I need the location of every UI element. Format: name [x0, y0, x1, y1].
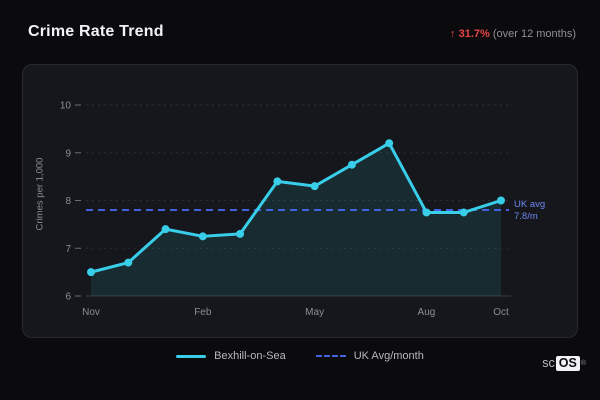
logo-boxed-text: OS	[555, 356, 580, 371]
svg-text:Nov: Nov	[82, 307, 100, 318]
trend-up-arrow-icon: ↑	[450, 28, 456, 40]
chart-legend: Bexhill-on-Sea UK Avg/month	[0, 350, 600, 362]
chart-panel: 10 9 8 7 6 Nov Feb May Aug Oct UK avg 7.8/m	[22, 64, 578, 338]
svg-text:9: 9	[65, 148, 71, 159]
page-title: Crime Rate Trend	[28, 23, 164, 40]
legend-item-bexhill[interactable]: Bexhill-on-Sea	[176, 350, 286, 362]
svg-text:6: 6	[65, 292, 71, 303]
data-points	[87, 139, 505, 277]
svg-text:Feb: Feb	[194, 307, 212, 318]
legend-item-uk-avg[interactable]: UK Avg/month	[315, 350, 424, 362]
svg-text:10: 10	[60, 101, 72, 112]
registered-trademark-icon: ®	[580, 360, 586, 367]
legend-dashed-line-icon	[315, 355, 346, 357]
uk-avg-label: UK avg	[514, 199, 545, 210]
legend-label: Bexhill-on-Sea	[214, 350, 286, 362]
logo-prefix: sc	[542, 356, 555, 370]
trend-change-value: 31.7%	[458, 28, 490, 40]
svg-text:8: 8	[65, 196, 71, 207]
trend-change-stat: ↑ 31.7% (over 12 months)	[450, 28, 576, 40]
x-axis-labels: Nov Feb May Aug Oct	[82, 307, 509, 318]
trend-change-note: (over 12 months)	[492, 28, 576, 40]
legend-solid-line-icon	[176, 354, 207, 358]
svg-text:May: May	[305, 307, 324, 318]
series-area-fill	[91, 143, 501, 296]
legend-label: UK Avg/month	[353, 350, 424, 362]
series-line	[89, 141, 503, 274]
svg-text:Oct: Oct	[493, 307, 509, 318]
uk-avg-value-label: 7.8/m	[514, 211, 538, 222]
svg-text:Aug: Aug	[418, 307, 436, 318]
scos-logo: sc OS ®	[542, 356, 586, 371]
y-axis-title: Crimes per 1,000	[34, 157, 46, 231]
svg-text:7: 7	[65, 244, 71, 255]
